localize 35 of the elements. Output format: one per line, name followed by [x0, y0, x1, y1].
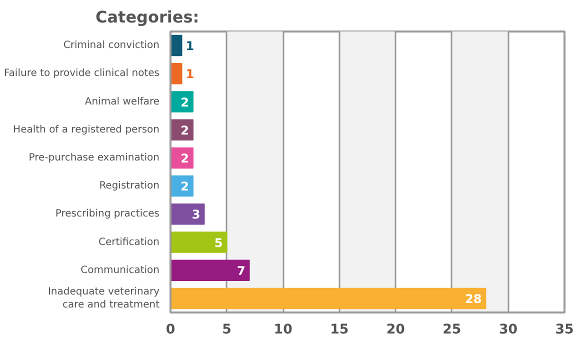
data-label: 7 [236, 264, 246, 278]
y-tick-label: Criminal conviction [63, 40, 160, 52]
data-label: 2 [180, 180, 190, 194]
bar [170, 260, 250, 281]
bar [170, 63, 182, 84]
x-tick-label: 15 [330, 322, 349, 338]
data-label: 1 [186, 67, 194, 82]
y-tick-label: Registration [99, 180, 160, 192]
x-tick-label: 5 [222, 322, 232, 338]
bar [170, 34, 182, 56]
y-tick-label: Pre-purchase examination [28, 152, 160, 164]
data-label: 2 [180, 123, 190, 138]
y-tick-label: Prescribing practices [55, 208, 160, 220]
data-label: 5 [214, 236, 223, 250]
data-label: 2 [180, 95, 190, 110]
x-tick-label: 0 [166, 322, 176, 338]
chart-title: Categories: [96, 8, 200, 26]
y-tick-label: Animal welfare [84, 96, 160, 108]
data-label: 28 [465, 292, 482, 306]
bar [170, 288, 486, 310]
y-tick-label: Failure to provide clinical notes [4, 68, 160, 80]
x-tick-label: 25 [442, 322, 462, 338]
bar [170, 232, 228, 253]
y-tick-label: Inadequate veterinary care and treatment [48, 286, 160, 311]
y-tick-label: Communication [80, 264, 160, 276]
data-label: 2 [180, 151, 190, 166]
y-tick-label: Certification [98, 236, 160, 248]
y-tick-label: Health of a registered person [13, 124, 160, 136]
bar [170, 204, 205, 225]
x-tick-label: 20 [386, 322, 405, 338]
x-tick-label: 10 [274, 322, 292, 338]
x-tick-label: 30 [498, 322, 518, 338]
data-label: 3 [192, 208, 200, 222]
data-label: 1 [186, 39, 194, 54]
x-tick-label: 35 [555, 322, 574, 338]
